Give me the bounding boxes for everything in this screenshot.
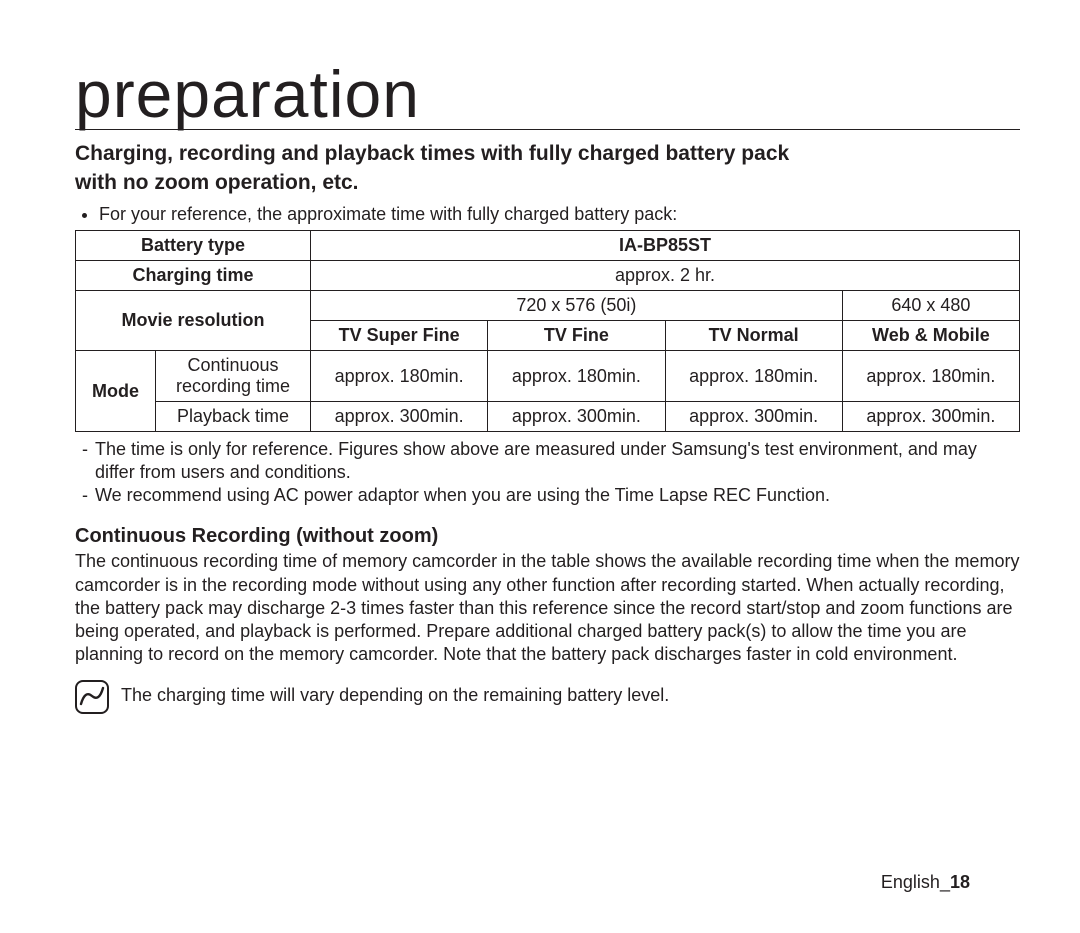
battery-type-value: IA-BP85ST xyxy=(311,231,1020,261)
mode-label: Mode xyxy=(76,351,156,432)
table-notes: - The time is only for reference. Figure… xyxy=(75,438,1020,507)
note-icon xyxy=(75,680,109,714)
resolution-640: 640 x 480 xyxy=(842,291,1019,321)
cont-rec-l1: Continuous xyxy=(187,355,278,375)
footer-separator: _ xyxy=(940,872,950,892)
playback-fine: approx. 300min. xyxy=(488,402,665,432)
playback-time-label: Playback time xyxy=(156,402,311,432)
playback-web: approx. 300min. xyxy=(842,402,1019,432)
manual-page: preparation Charging, recording and play… xyxy=(0,0,1080,933)
continuous-recording-label: Continuous recording time xyxy=(156,351,311,402)
cont-rec-fine: approx. 180min. xyxy=(488,351,665,402)
playback-superfine: approx. 300min. xyxy=(311,402,488,432)
playback-normal: approx. 300min. xyxy=(665,402,842,432)
table-row: Mode Continuous recording time approx. 1… xyxy=(76,351,1020,402)
section-heading: Charging, recording and playback times w… xyxy=(75,140,1020,197)
charging-time-value: approx. 2 hr. xyxy=(311,261,1020,291)
dash-icon: - xyxy=(75,438,95,484)
footer-page-number: 18 xyxy=(950,872,970,892)
dash-icon: - xyxy=(75,484,95,507)
heading-line-2: with no zoom operation, etc. xyxy=(75,171,359,194)
cont-rec-superfine: approx. 180min. xyxy=(311,351,488,402)
footer-language: English xyxy=(881,872,940,892)
bullet-item: For your reference, the approximate time… xyxy=(99,203,1020,226)
col-fine: TV Fine xyxy=(488,321,665,351)
cont-rec-normal: approx. 180min. xyxy=(665,351,842,402)
intro-bullets: For your reference, the approximate time… xyxy=(75,203,1020,226)
cont-rec-l2: recording time xyxy=(176,376,290,396)
movie-resolution-label: Movie resolution xyxy=(76,291,311,351)
charging-note: The charging time will vary depending on… xyxy=(121,684,669,707)
table-row: Battery type IA-BP85ST xyxy=(76,231,1020,261)
resolution-720: 720 x 576 (50i) xyxy=(311,291,843,321)
note-text-2: We recommend using AC power adaptor when… xyxy=(95,484,830,507)
battery-type-label: Battery type xyxy=(76,231,311,261)
page-footer: English_18 xyxy=(881,872,970,893)
table-row: Charging time approx. 2 hr. xyxy=(76,261,1020,291)
heading-line-1: Charging, recording and playback times w… xyxy=(75,142,789,165)
table-row: Playback time approx. 300min. approx. 30… xyxy=(76,402,1020,432)
page-title: preparation xyxy=(75,60,1020,130)
body-paragraph: The continuous recording time of memory … xyxy=(75,550,1020,665)
col-web-mobile: Web & Mobile xyxy=(842,321,1019,351)
cont-rec-web: approx. 180min. xyxy=(842,351,1019,402)
note-row: - We recommend using AC power adaptor wh… xyxy=(75,484,1020,507)
charging-time-label: Charging time xyxy=(76,261,311,291)
spec-table: Battery type IA-BP85ST Charging time app… xyxy=(75,230,1020,432)
col-normal: TV Normal xyxy=(665,321,842,351)
subheading: Continuous Recording (without zoom) xyxy=(75,525,1020,548)
note-row: - The time is only for reference. Figure… xyxy=(75,438,1020,484)
table-row: Movie resolution 720 x 576 (50i) 640 x 4… xyxy=(76,291,1020,321)
icon-note-row: The charging time will vary depending on… xyxy=(75,680,1020,714)
note-text-1: The time is only for reference. Figures … xyxy=(95,438,1020,484)
col-super-fine: TV Super Fine xyxy=(311,321,488,351)
